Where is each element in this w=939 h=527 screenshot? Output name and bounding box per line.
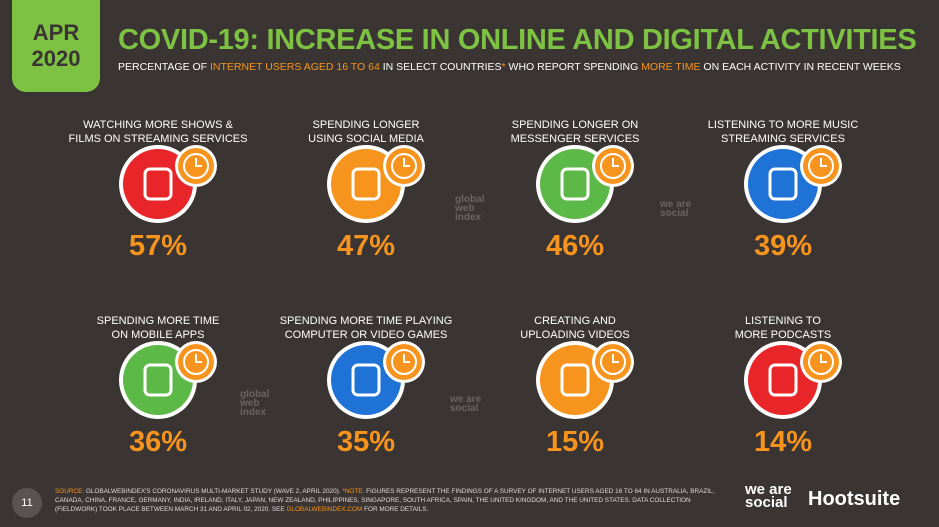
- clock-face: [183, 153, 209, 179]
- percentage: 35%: [336, 426, 396, 458]
- label-line: CREATING AND: [534, 315, 616, 327]
- clock-face: [808, 349, 834, 375]
- highlight-text: MORE TIME: [641, 61, 701, 73]
- percentage: 14%: [753, 426, 813, 458]
- icon-glyph: [560, 363, 590, 397]
- clock-face: [808, 153, 834, 179]
- highlight-text: *NOTE:: [342, 488, 365, 495]
- text: GLOBALWEBINDEX'S CORONAVIRUS MULTI-MARKE…: [84, 488, 343, 495]
- label-line: STREAMING SERVICES: [721, 133, 845, 145]
- clock-face: [600, 153, 626, 179]
- icon-glyph: [768, 167, 798, 201]
- watermark: global web index: [240, 389, 270, 418]
- icon-glyph: [143, 363, 173, 397]
- highlight-text: SOURCE:: [55, 488, 85, 495]
- activity-label: LISTENING TO MORE MUSIC STREAMING SERVICE…: [683, 118, 883, 146]
- percentage: 46%: [545, 230, 605, 262]
- label-line: COMPUTER OR VIDEO GAMES: [284, 329, 448, 341]
- text: FOR MORE DETAILS.: [362, 506, 429, 513]
- highlight-text: *: [501, 61, 506, 73]
- label-line: MORE PODCASTS: [734, 329, 832, 341]
- label-line: FILMS ON STREAMING SERVICES: [68, 133, 248, 145]
- highlight-text: INTERNET USERS AGED 16 TO 64: [209, 61, 380, 73]
- activity-label: SPENDING MORE TIME PLAYING COMPUTER OR VI…: [266, 314, 466, 342]
- clock-hands: [820, 354, 827, 363]
- title: COVID-19: INCREASE IN ONLINE AND DIGITAL…: [118, 24, 917, 56]
- clock-hands: [612, 158, 619, 167]
- subtitle: PERCENTAGE OF INTERNET USERS AGED 16 TO …: [118, 61, 901, 73]
- activity-label: SPENDING LONGER ON MESSENGER SERVICES: [475, 118, 675, 146]
- highlight-text: GLOBALWEBINDEX.COM: [286, 506, 363, 513]
- label-line: USING SOCIAL MEDIA: [308, 133, 424, 145]
- label-line: SPENDING MORE TIME: [96, 315, 220, 327]
- clock-face: [391, 153, 417, 179]
- activity-label: WATCHING MORE SHOWS & FILMS ON STREAMING …: [58, 118, 258, 146]
- label-line: SPENDING MORE TIME PLAYING: [279, 315, 453, 327]
- activity-label: SPENDING MORE TIME ON MOBILE APPS: [58, 314, 258, 342]
- clock-hands: [403, 158, 410, 167]
- label-line: LISTENING TO MORE MUSIC: [707, 119, 859, 131]
- text: FIGURES REPRESENT THE FINDINGS OF A SURV…: [55, 488, 715, 513]
- logo-we-are-social: we are social: [745, 481, 792, 511]
- percentage: 36%: [128, 426, 188, 458]
- icon-glyph: [560, 167, 590, 201]
- percentage: 57%: [128, 230, 188, 262]
- text: WHO REPORT SPENDING: [505, 61, 642, 73]
- text: IN SELECT COUNTRIES: [379, 61, 502, 73]
- label-line: ON MOBILE APPS: [111, 329, 205, 341]
- text: PERCENTAGE OF: [118, 61, 210, 73]
- clock-hands: [195, 158, 202, 167]
- percentage: 15%: [545, 426, 605, 458]
- clock-hands: [820, 158, 827, 167]
- clock-face: [391, 349, 417, 375]
- icon-glyph: [768, 363, 798, 397]
- date-month: APR: [32, 20, 80, 45]
- activity-label: CREATING AND UPLOADING VIDEOS: [475, 314, 675, 342]
- page-number: 11: [12, 488, 42, 518]
- activity-label: LISTENING TO MORE PODCASTS: [683, 314, 883, 342]
- icon-glyph: [351, 167, 381, 201]
- source-note: SOURCE: GLOBALWEBINDEX'S CORONAVIRUS MUL…: [55, 487, 725, 514]
- icon-glyph: [143, 167, 173, 201]
- clock-face: [600, 349, 626, 375]
- percentage: 47%: [336, 230, 396, 262]
- percentage: 39%: [753, 230, 813, 262]
- clock-hands: [403, 354, 410, 363]
- watermark: global web index: [455, 194, 485, 223]
- label-line: LISTENING TO: [744, 315, 821, 327]
- label-line: SPENDING LONGER ON: [511, 119, 639, 131]
- label-line: WATCHING MORE SHOWS &: [83, 119, 233, 131]
- label-line: UPLOADING VIDEOS: [520, 329, 630, 341]
- text: ON EACH ACTIVITY IN RECENT WEEKS: [700, 61, 901, 73]
- logo-hootsuite: Hootsuite: [808, 488, 901, 510]
- label-line: MESSENGER SERVICES: [510, 133, 640, 145]
- watermark: we are social: [450, 394, 482, 414]
- clock-hands: [612, 354, 619, 363]
- clock-face: [183, 349, 209, 375]
- date-badge: APR 2020: [12, 0, 100, 92]
- clock-hands: [195, 354, 202, 363]
- label-line: SPENDING LONGER: [312, 119, 420, 131]
- icon-glyph: [351, 363, 381, 397]
- watermark: we are social: [660, 199, 692, 219]
- date-year: 2020: [31, 46, 81, 71]
- activity-label: SPENDING LONGER USING SOCIAL MEDIA: [266, 118, 466, 146]
